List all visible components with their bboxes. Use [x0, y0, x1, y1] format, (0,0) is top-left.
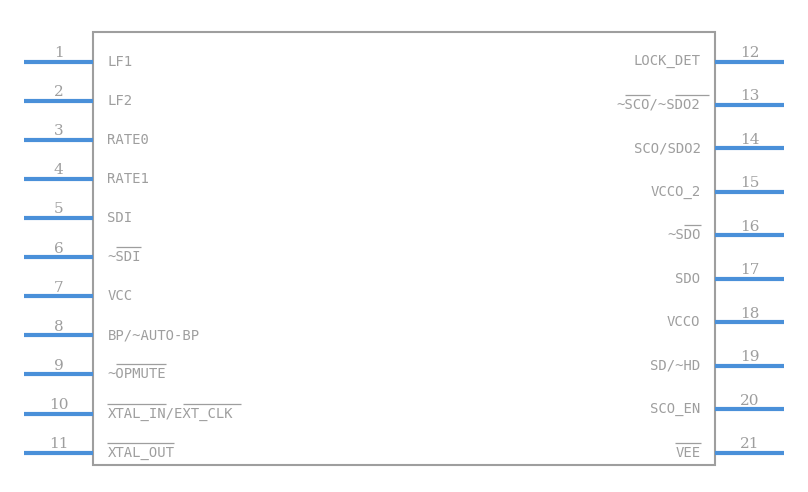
- Text: 6: 6: [53, 242, 64, 256]
- Text: VEE: VEE: [675, 446, 701, 460]
- Text: 4: 4: [53, 163, 64, 178]
- Text: VCCO: VCCO: [667, 315, 701, 329]
- Text: 3: 3: [54, 124, 63, 138]
- Text: RATE1: RATE1: [107, 172, 149, 186]
- Text: LOCK_DET: LOCK_DET: [633, 55, 701, 68]
- Text: ~SDO: ~SDO: [667, 228, 701, 243]
- Text: 9: 9: [53, 359, 64, 373]
- Text: SCO/SDO2: SCO/SDO2: [633, 141, 701, 155]
- Text: SCO_EN: SCO_EN: [650, 402, 701, 416]
- Text: ~OPMUTE: ~OPMUTE: [107, 368, 166, 381]
- Text: SDI: SDI: [107, 211, 133, 225]
- Text: 13: 13: [740, 90, 759, 103]
- Text: XTAL_OUT: XTAL_OUT: [107, 446, 175, 460]
- Text: 7: 7: [54, 281, 63, 295]
- Text: ~SCO/~SDO2: ~SCO/~SDO2: [617, 98, 701, 112]
- Text: 12: 12: [739, 46, 760, 60]
- Text: VCCO_2: VCCO_2: [650, 185, 701, 199]
- Text: 16: 16: [739, 220, 760, 234]
- Text: VCC: VCC: [107, 289, 133, 303]
- Text: ~SDI: ~SDI: [107, 250, 141, 264]
- Text: LF1: LF1: [107, 55, 133, 68]
- Text: 19: 19: [739, 350, 760, 364]
- Text: XTAL_IN/EXT_CLK: XTAL_IN/EXT_CLK: [107, 406, 233, 421]
- Text: 18: 18: [740, 307, 759, 321]
- Text: BP/~AUTO-BP: BP/~AUTO-BP: [107, 328, 200, 342]
- Text: 5: 5: [54, 203, 63, 216]
- Text: 1: 1: [53, 46, 64, 60]
- Text: RATE0: RATE0: [107, 133, 149, 147]
- Text: 17: 17: [740, 263, 759, 277]
- Text: 14: 14: [739, 133, 760, 147]
- Text: 15: 15: [740, 177, 759, 190]
- Bar: [93, 32, 715, 465]
- Text: LF2: LF2: [107, 93, 133, 108]
- Text: 8: 8: [54, 320, 63, 334]
- Text: SD/~HD: SD/~HD: [650, 359, 701, 373]
- Text: 10: 10: [48, 398, 69, 412]
- Text: 21: 21: [739, 437, 760, 451]
- Text: 2: 2: [53, 85, 64, 99]
- Text: 20: 20: [739, 394, 760, 408]
- Text: SDO: SDO: [675, 272, 701, 286]
- Text: 11: 11: [48, 437, 69, 451]
